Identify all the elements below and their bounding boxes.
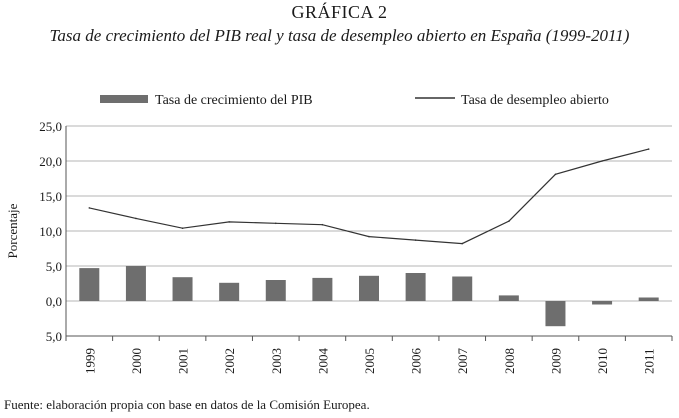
bar-2011 xyxy=(638,297,659,301)
x-tick-label: 2000 xyxy=(129,348,144,374)
x-tick-label: 2007 xyxy=(455,348,470,375)
line-point-2010 xyxy=(601,160,603,162)
bar-2000 xyxy=(125,266,146,301)
y-tick-label: 25,0 xyxy=(39,119,62,134)
x-tick-label: 2005 xyxy=(362,348,377,374)
legend-label-desempleo: Tasa de desempleo abierto xyxy=(461,93,609,108)
bar-2003 xyxy=(265,280,286,301)
figure-number: GRÁFICA 2 xyxy=(291,2,388,22)
legend-label-pib: Tasa de crecimiento del PIB xyxy=(155,93,313,108)
bar-2004 xyxy=(312,277,333,301)
line-point-2002 xyxy=(228,221,230,223)
x-tick-label: 2011 xyxy=(642,348,657,374)
y-tick-label: 20,0 xyxy=(39,154,62,169)
x-tick-label: 2006 xyxy=(409,348,424,375)
bar-2010 xyxy=(592,301,613,305)
x-tick-label: 2009 xyxy=(548,348,563,374)
source-note: Fuente: elaboración propia con base en d… xyxy=(4,397,370,412)
x-tick-label: 2010 xyxy=(595,348,610,374)
bar-2008 xyxy=(498,295,519,301)
bar-1999 xyxy=(79,268,100,301)
line-point-1999 xyxy=(88,207,91,209)
line-point-2011 xyxy=(647,148,650,150)
x-tick-label: 2002 xyxy=(222,348,237,374)
legend-swatch-pib xyxy=(100,95,148,103)
line-point-2001 xyxy=(181,227,184,229)
line-point-2000 xyxy=(135,217,137,220)
bar-2006 xyxy=(405,273,426,301)
line-point-2008 xyxy=(508,220,510,222)
y-tick-label: 15,0 xyxy=(39,189,62,204)
figure-title: Tasa de crecimiento del PIB real y tasa … xyxy=(49,26,630,45)
bar-2009 xyxy=(545,301,566,327)
bar-2002 xyxy=(219,282,240,301)
y-axis-label: Porcentaje xyxy=(5,203,20,258)
line-point-2005 xyxy=(368,235,370,238)
x-tick-label: 2001 xyxy=(176,348,191,374)
y-tick-label: 10,0 xyxy=(39,224,62,239)
x-tick-label: 2004 xyxy=(315,348,330,375)
line-point-2003 xyxy=(274,222,277,225)
line-point-2009 xyxy=(554,173,557,176)
line-point-2007 xyxy=(461,242,464,245)
x-tick-label: 1999 xyxy=(82,348,97,374)
x-tick-label: 2008 xyxy=(502,348,517,374)
bar-2007 xyxy=(452,276,473,301)
line-point-2006 xyxy=(414,239,417,241)
x-tick-label: 2003 xyxy=(269,348,284,374)
line-point-2004 xyxy=(321,223,324,226)
bar-2001 xyxy=(172,277,193,301)
y-tick-label: 5,0 xyxy=(46,259,62,274)
y-tick-label: 5,0 xyxy=(46,329,62,344)
bar-2005 xyxy=(359,275,379,301)
y-tick-label: 0,0 xyxy=(46,294,62,309)
